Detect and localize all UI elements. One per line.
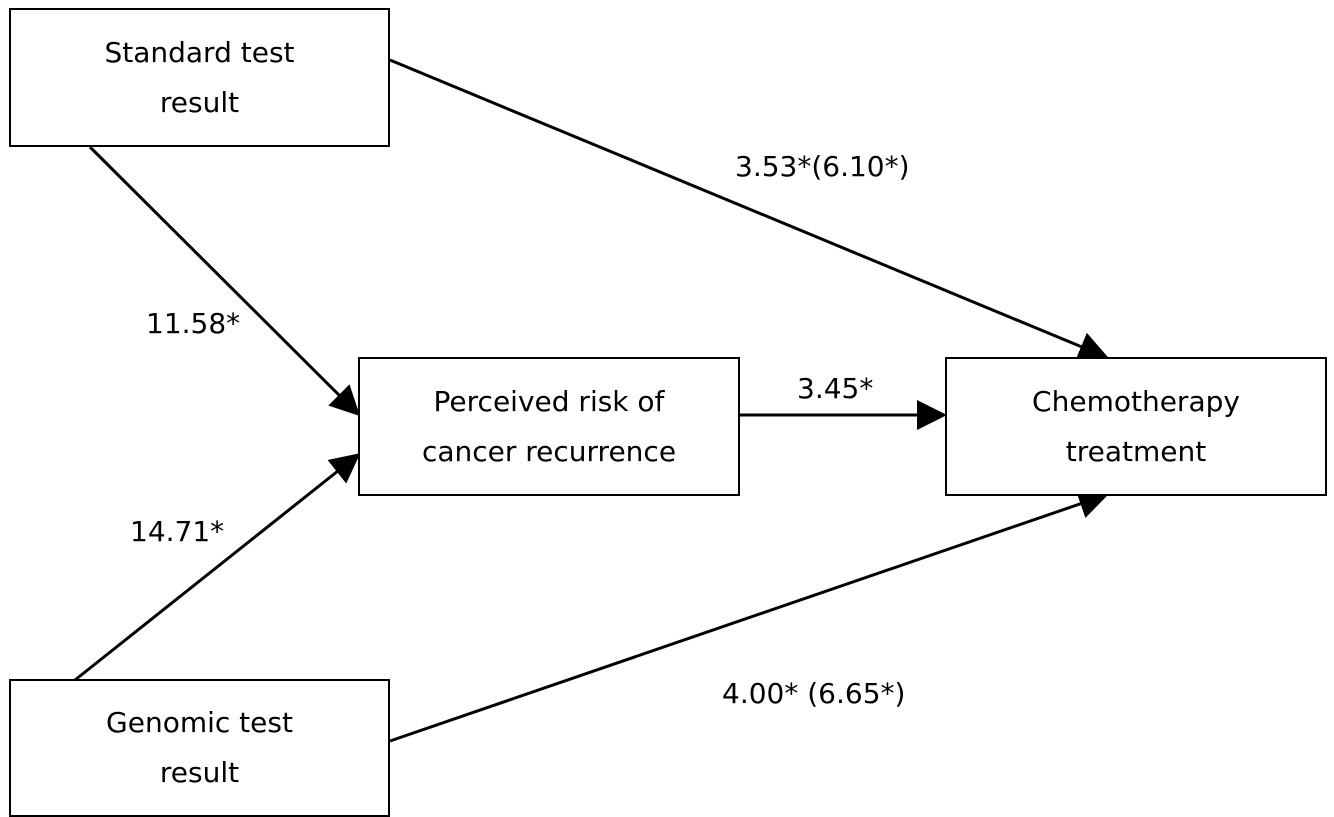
node-standard-line1: Standard test [104,35,295,69]
label-genomic-to-perceived: 14.71* [130,515,225,548]
label-standard-to-chemo: 3.53*(6.10*) [735,150,910,183]
node-perceived-line2: cancer recurrence [421,434,677,468]
label-perceived-to-chemo: 3.45* [797,372,874,405]
node-genomic-line2: result [159,756,240,789]
node-chemotherapy-treatment: Chemotherapy treatment [945,357,1327,496]
arrow-standard-to-chemo [389,58,1109,361]
label-genomic-to-chemo: 4.00* (6.65*) [722,677,906,710]
label-standard-to-perceived: 11.58* [146,307,241,340]
arrow-genomic-to-perceived [74,453,361,682]
node-chemo-line2: treatment [1065,434,1207,468]
node-perceived-risk: Perceived risk of cancer recurrence [358,357,740,496]
node-chemo-line1: Chemotherapy [1032,384,1240,418]
arrow-genomic-to-chemo [389,489,1109,743]
node-genomic-test-result: Genomic test result [9,679,390,817]
arrow-standard-to-perceived [88,145,361,417]
node-standard-line2: result [159,85,240,119]
node-perceived-line1: Perceived risk of [433,384,665,418]
node-genomic-line1: Genomic test [106,706,293,739]
node-standard-test-result: Standard test result [9,8,390,147]
